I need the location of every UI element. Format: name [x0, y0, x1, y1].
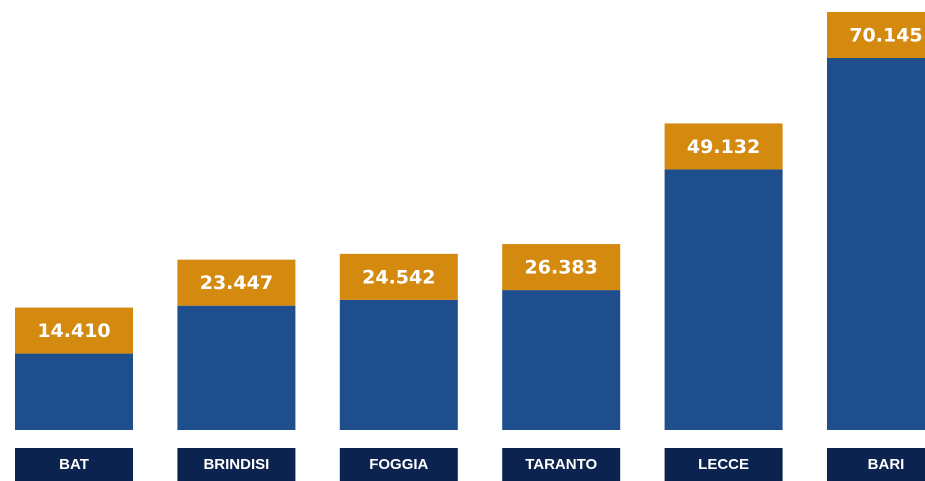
bar — [177, 305, 296, 430]
bar — [502, 290, 621, 430]
bar — [15, 353, 133, 430]
category-box — [827, 448, 925, 481]
category-box — [177, 448, 296, 481]
category-box — [664, 448, 783, 481]
x-tick-label: BRINDISI — [203, 456, 269, 473]
value-label: 23.447 — [200, 272, 273, 294]
bar — [827, 58, 925, 430]
value-label: 70.145 — [849, 25, 922, 47]
value-label-box — [15, 307, 133, 354]
value-label-box — [502, 244, 621, 291]
category-box — [339, 448, 458, 481]
x-tick-label: LECCE — [698, 456, 749, 473]
x-tick-label: BARI — [868, 456, 905, 473]
category-box — [502, 448, 621, 481]
x-tick-label: BAT — [59, 456, 89, 473]
value-label-box — [177, 259, 296, 306]
x-tick-label: TARANTO — [525, 456, 597, 473]
value-label: 49.132 — [687, 136, 760, 158]
value-label-box — [339, 253, 458, 300]
bar — [664, 169, 783, 431]
value-label: 26.383 — [525, 257, 598, 279]
value-label-box — [827, 12, 925, 58]
category-box — [15, 448, 133, 481]
x-tick-label: FOGGIA — [369, 456, 428, 473]
bar — [339, 299, 458, 430]
value-label: 24.542 — [362, 266, 435, 288]
value-label: 14.410 — [37, 320, 110, 342]
value-label-box — [664, 123, 783, 170]
